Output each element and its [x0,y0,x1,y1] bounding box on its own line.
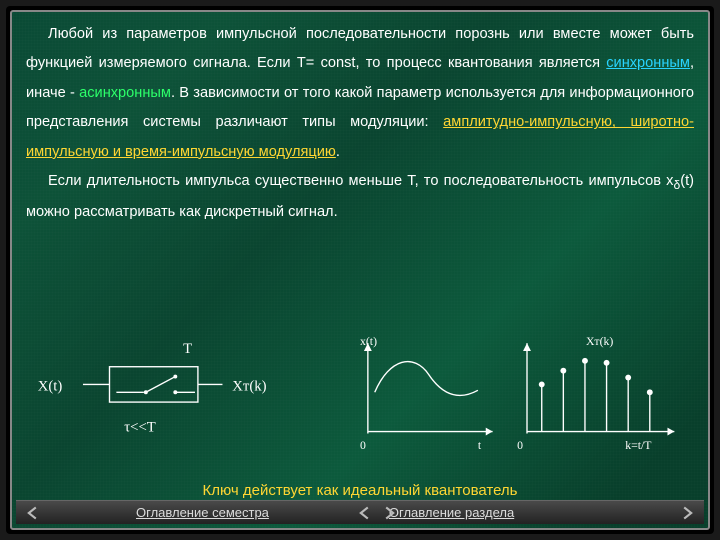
asynchronous-term: асинхронным [79,85,171,101]
synchronous-term: синхронным [606,55,690,71]
slide-frame: Любой из параметров импульсной последова… [6,6,714,534]
p1-d: . [336,144,340,160]
center-next-button[interactable] [378,502,400,524]
xtk-axis-label: Xт(k) [586,335,613,348]
pulse-group [539,358,653,432]
signal-curve [375,362,478,396]
toc-semester-link[interactable]: Оглавление семестра [136,505,269,520]
paragraph-2: Если длительность импульса существенно м… [26,167,694,227]
tau-label: τ<<T [124,420,156,436]
zero-2: 0 [517,439,523,452]
chalkboard: Любой из параметров импульсной последова… [10,10,710,530]
k-axis-label: k=t/T [625,439,651,452]
footer-bar: Оглавление семестра Оглавление раздела [16,500,704,524]
xt-input-label: X(t) [38,378,63,394]
p2-a: Если длительность импульса существенно м… [48,173,673,189]
paragraph-1: Любой из параметров импульсной последова… [26,20,694,167]
center-prev-button[interactable] [354,502,376,524]
caption-text: Ключ действует как идеальный квантовател… [202,482,517,499]
prev-section-button[interactable] [22,502,44,524]
body-text: Любой из параметров импульсной последова… [26,20,694,227]
t-period-label: T [183,341,192,357]
zero-1: 0 [360,439,366,452]
p1-a: Любой из параметров импульсной последова… [26,26,694,71]
xtk-output-label: Xт(k) [232,378,266,394]
t-axis-label: t [478,439,482,452]
diagram: T X(t) Xт(k) τ<<T x(t) 0 [26,332,694,482]
toc-section-link[interactable]: Оглавление раздела [389,505,514,520]
next-section-button[interactable] [676,502,698,524]
diagram-caption: Ключ действует как идеальный квантовател… [12,482,708,499]
diagram-svg: T X(t) Xт(k) τ<<T x(t) 0 [26,332,694,482]
